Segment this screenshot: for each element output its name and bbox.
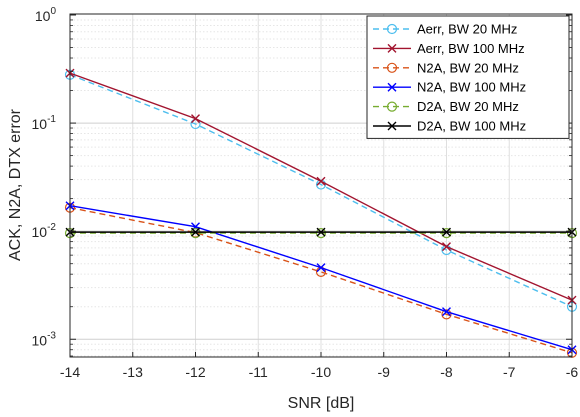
data-point [441,309,452,320]
x-tick-label: -7 [503,364,516,380]
y-tick-label: 10-2 [32,222,57,240]
x-tick-label: -11 [249,364,268,380]
series-line [69,206,573,354]
x-tick-label: -6 [566,364,579,380]
y-tick-exponent: -3 [47,330,56,341]
legend-label: Aerr, BW 100 MHz [417,41,525,56]
legend-entry: D2A, BW 100 MHz [373,119,526,134]
data-point [386,101,398,112]
data-point [387,82,397,92]
data-point [387,43,397,53]
data-point [315,179,327,190]
legend-entry: N2A, BW 100 MHz [373,80,526,95]
legend-label: D2A, BW 20 MHz [417,99,519,114]
y-tick-label: 10-1 [32,114,57,132]
x-tick-label: -10 [311,364,331,380]
legend-label: Aerr, BW 20 MHz [417,22,517,37]
legend-entry: Aerr, BW 20 MHz [373,22,517,37]
data-point [191,227,200,237]
legend-box [366,15,570,139]
legend-label: D2A, BW 100 MHz [417,119,526,134]
data-point [190,227,201,239]
legend: Aerr, BW 20 MHz Aerr, BW 100 MHz N2A, BW 2… [366,15,570,139]
data-point [316,176,326,186]
y-tick-exponent: -1 [47,114,56,125]
y-tick-label: 10-3 [32,330,57,348]
data-point [442,227,451,237]
y-tick-label: 100 [35,6,57,24]
x-axis-label: SNR [dB] [288,395,355,412]
legend-entry: D2A, BW 20 MHz [373,99,519,114]
series-d2a-bw-100-mhz [65,227,577,237]
data-point [441,227,452,239]
data-point [442,242,451,252]
data-point [386,62,398,73]
legend-entry: N2A, BW 20 MHz [373,60,519,75]
y-axis-label: ACK, N2A, DTX error [7,108,24,261]
x-tick-label: -12 [185,364,205,380]
x-tick-label: -9 [378,364,391,380]
data-point [316,263,326,273]
data-point [387,121,397,131]
grid [70,14,572,357]
y-tick-exponent: 0 [50,6,56,17]
x-tick-label: -13 [123,364,143,380]
y-tick-exponent: -2 [47,222,56,233]
series-line [69,74,573,308]
data-point [316,227,326,237]
data-point [442,307,451,317]
data-point [315,227,327,239]
legend-entry: Aerr, BW 100 MHz [373,41,525,56]
data-point [386,23,398,35]
legend-label: N2A, BW 100 MHz [417,80,526,95]
legend-label: N2A, BW 20 MHz [417,60,519,75]
data-point [441,244,452,256]
x-tick-label: -8 [440,364,453,380]
data-point [191,114,200,124]
x-tick-label: -14 [60,364,80,380]
